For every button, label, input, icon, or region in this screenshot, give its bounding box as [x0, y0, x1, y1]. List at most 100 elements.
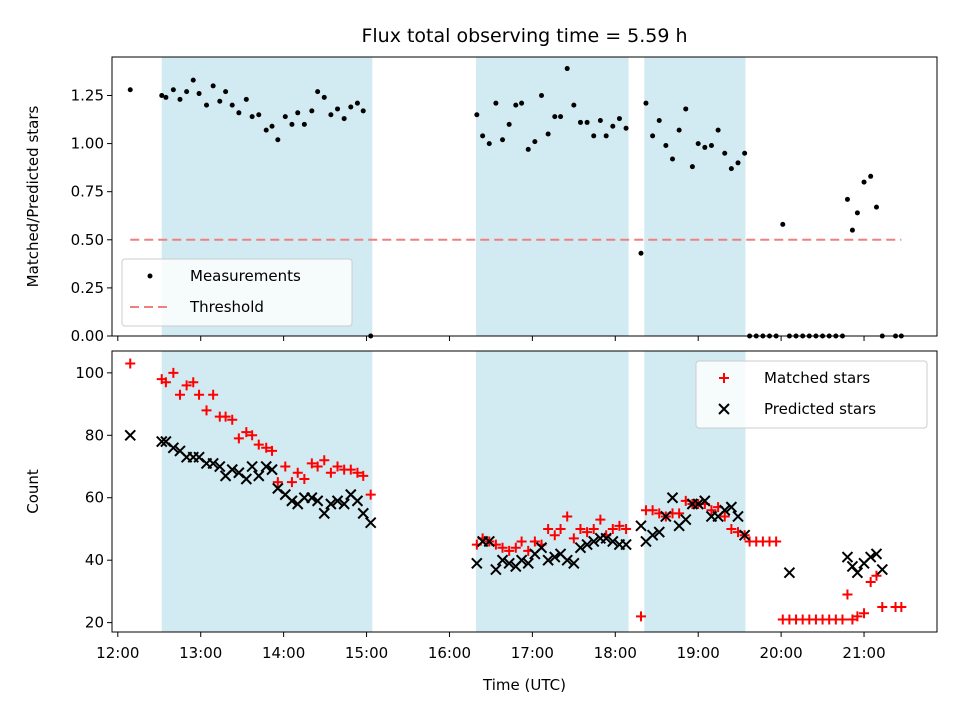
measurement-point — [735, 160, 741, 166]
y-tick-label: 80 — [85, 426, 104, 444]
legend-label: Matched stars — [764, 369, 870, 387]
matched-stars-point — [233, 433, 244, 444]
matched-stars-point — [582, 527, 593, 538]
predicted-stars-point — [240, 473, 253, 485]
measurement-point — [275, 137, 281, 143]
predicted-stars-point — [306, 492, 318, 504]
measurement-point — [616, 116, 622, 122]
predicted-stars-point — [699, 495, 711, 507]
measurement-point — [506, 121, 512, 127]
x-axis-label: Time (UTC) — [482, 676, 566, 694]
measurement-point — [210, 83, 216, 89]
measurement-point — [256, 112, 262, 118]
measurement-point — [249, 114, 255, 120]
predicted-stars-point — [851, 566, 864, 579]
predicted-stars-point — [653, 526, 665, 538]
measurement-point — [689, 164, 695, 170]
measurement-point — [309, 108, 315, 114]
predicted-stars-point — [841, 551, 854, 563]
matched-stars-point — [504, 545, 515, 556]
matched-stars-point — [312, 461, 323, 472]
x-tick-label: 17:00 — [511, 644, 554, 662]
measurement-point — [348, 104, 354, 110]
shaded-interval — [644, 57, 746, 336]
measurement-point — [650, 133, 656, 139]
predicted-stars-point — [561, 554, 573, 566]
predicted-stars-point — [600, 532, 612, 545]
matched-stars-point — [635, 611, 646, 622]
measurement-point — [643, 100, 649, 106]
legend-box — [121, 258, 353, 327]
predicted-stars-point — [646, 529, 659, 541]
matched-stars-point — [842, 589, 853, 600]
predicted-stars-point — [725, 501, 738, 513]
predicted-stars-point — [635, 520, 647, 532]
measurement-point — [223, 89, 229, 95]
matched-stars-point — [529, 536, 540, 547]
predicted-stars-point — [351, 495, 364, 507]
measurement-point — [868, 173, 874, 179]
y-tick-label: 0.25 — [71, 279, 104, 297]
matched-stars-point — [837, 614, 848, 625]
measurement-point — [159, 92, 165, 98]
measurement-point — [584, 119, 590, 125]
predicted-stars-point — [535, 541, 548, 554]
measurement-point — [525, 146, 531, 152]
matched-stars-point — [575, 523, 586, 534]
measurement-point — [190, 77, 196, 83]
matched-stars-point — [877, 602, 888, 613]
measurement-point — [597, 117, 603, 123]
y-axis-label: Matched/Predicted stars — [24, 106, 42, 288]
matched-stars-point — [201, 405, 212, 416]
matched-stars-point — [241, 427, 252, 438]
matched-stars-point — [896, 602, 907, 613]
matched-stars-point — [188, 377, 199, 388]
measurement-point — [742, 150, 748, 156]
measurement-point — [493, 100, 499, 106]
predicted-stars-point — [214, 460, 226, 473]
matched-stars-point — [621, 523, 632, 534]
predicted-stars-point — [574, 541, 587, 554]
matched-stars-point — [181, 380, 192, 391]
predicted-stars-point — [876, 563, 888, 576]
predicted-stars-point — [246, 460, 258, 473]
measurement-point — [519, 100, 525, 106]
matched-stars-point — [719, 511, 730, 522]
y-tick-label: 1.25 — [71, 86, 104, 104]
measurement-point — [335, 106, 341, 112]
predicted-stars-point — [490, 563, 502, 576]
matched-stars-point — [168, 367, 179, 378]
measurement-point — [170, 87, 176, 93]
legend-predicted-swatch — [718, 403, 730, 415]
predicted-stars-point — [522, 557, 534, 570]
measurement-point — [354, 100, 360, 106]
matched-stars-point — [595, 514, 606, 525]
x-tick-label: 20:00 — [760, 644, 803, 662]
matched-stars-point — [267, 445, 278, 456]
measurement-point — [301, 121, 307, 127]
predicted-stars-point — [864, 551, 877, 563]
measurement-point — [282, 114, 288, 120]
predicted-stars-point — [318, 507, 330, 520]
measurement-point — [289, 121, 295, 127]
matched-stars-point — [674, 508, 685, 519]
predicted-stars-point — [286, 495, 298, 507]
legend-label: Threshold — [189, 298, 264, 316]
matched-stars-point — [647, 505, 658, 516]
y-tick-label: 20 — [85, 614, 104, 632]
matched-stars-point — [299, 474, 310, 485]
axes-frame — [111, 350, 938, 633]
matched-stars-point — [706, 505, 717, 516]
matched-stars-point — [865, 577, 876, 588]
predicted-stars-point — [253, 470, 265, 482]
matched-stars-point — [871, 570, 882, 581]
measurement-point — [715, 127, 721, 133]
measurement-point — [873, 204, 879, 210]
matched-stars-point — [497, 542, 508, 553]
predicted-stars-point — [338, 498, 350, 510]
matched-stars-point — [319, 455, 330, 466]
measurement-point — [577, 119, 583, 125]
matched-stars-point — [726, 523, 737, 534]
measurement-point — [854, 210, 860, 216]
